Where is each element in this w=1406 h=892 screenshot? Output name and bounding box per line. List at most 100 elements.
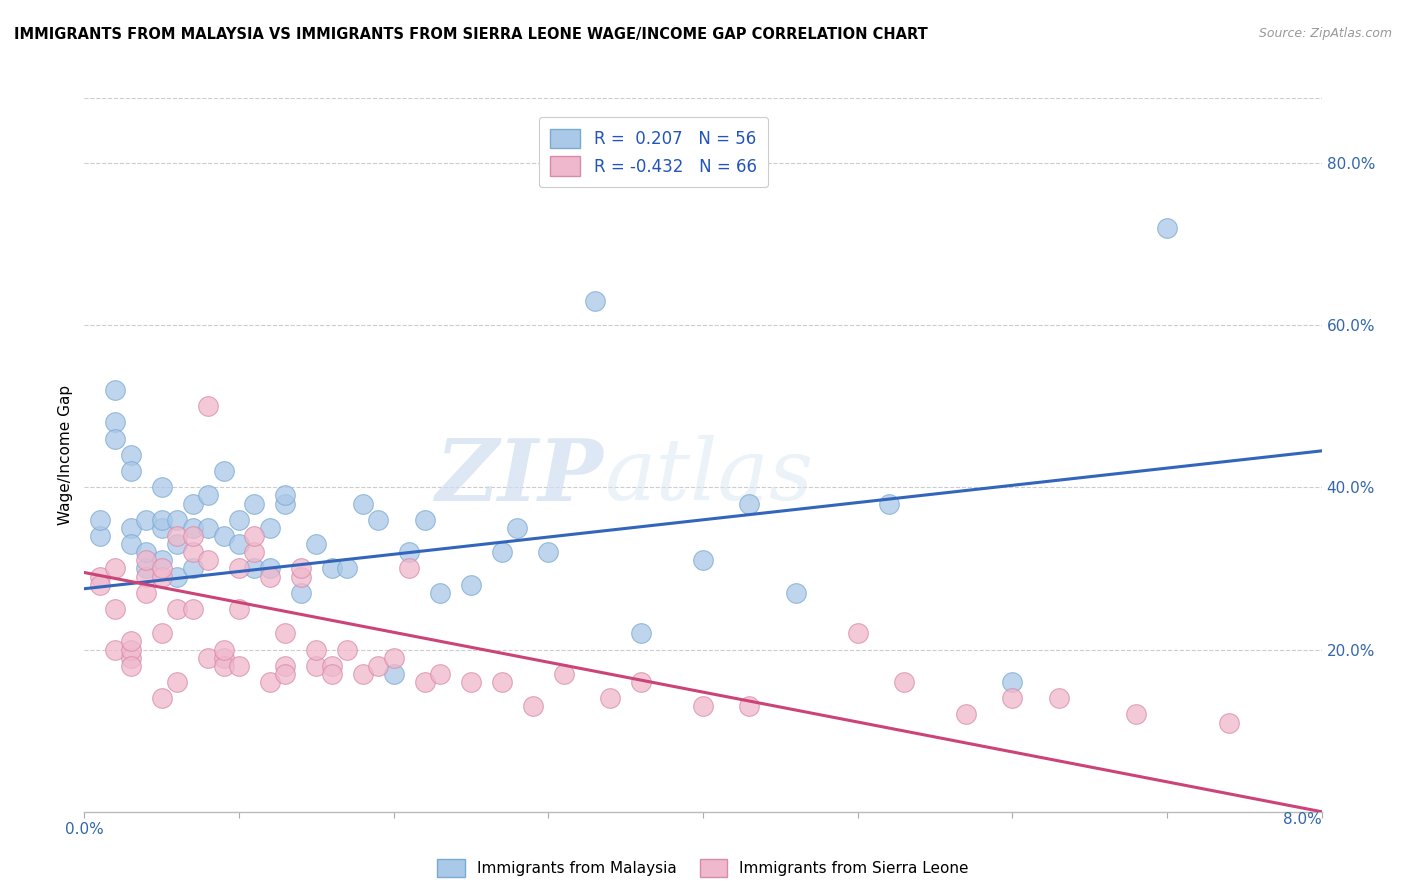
Point	[197, 553, 219, 567]
Point	[630, 626, 652, 640]
Point	[120, 537, 142, 551]
Point	[846, 626, 869, 640]
Point	[166, 602, 188, 616]
Point	[120, 658, 142, 673]
Point	[120, 634, 142, 648]
Point	[243, 545, 266, 559]
Point	[89, 513, 111, 527]
Point	[290, 561, 312, 575]
Point	[212, 642, 235, 657]
Point	[352, 666, 374, 681]
Text: 8.0%: 8.0%	[1282, 812, 1322, 827]
Point	[243, 561, 266, 575]
Point	[89, 569, 111, 583]
Point	[150, 480, 173, 494]
Point	[692, 699, 714, 714]
Point	[429, 666, 451, 681]
Point	[305, 537, 328, 551]
Point	[1218, 715, 1240, 730]
Point	[135, 586, 157, 600]
Point	[150, 626, 173, 640]
Point	[382, 666, 405, 681]
Point	[382, 650, 405, 665]
Point	[738, 497, 761, 511]
Point	[228, 537, 250, 551]
Point	[274, 497, 297, 511]
Point	[150, 569, 173, 583]
Point	[243, 497, 266, 511]
Point	[413, 675, 436, 690]
Point	[120, 521, 142, 535]
Point	[785, 586, 807, 600]
Point	[305, 642, 328, 657]
Point	[1001, 691, 1024, 706]
Point	[692, 553, 714, 567]
Point	[166, 513, 188, 527]
Point	[197, 399, 219, 413]
Point	[212, 658, 235, 673]
Point	[104, 432, 127, 446]
Point	[181, 602, 204, 616]
Point	[259, 521, 281, 535]
Point	[150, 691, 173, 706]
Point	[537, 545, 560, 559]
Point	[181, 497, 204, 511]
Point	[398, 545, 420, 559]
Point	[181, 521, 204, 535]
Point	[398, 561, 420, 575]
Point	[321, 658, 343, 673]
Point	[305, 658, 328, 673]
Point	[955, 707, 977, 722]
Point	[1047, 691, 1070, 706]
Point	[228, 513, 250, 527]
Point	[150, 561, 173, 575]
Y-axis label: Wage/Income Gap: Wage/Income Gap	[58, 384, 73, 525]
Point	[120, 650, 142, 665]
Point	[599, 691, 621, 706]
Point	[321, 561, 343, 575]
Point	[243, 529, 266, 543]
Point	[738, 699, 761, 714]
Point	[352, 497, 374, 511]
Point	[104, 602, 127, 616]
Point	[274, 488, 297, 502]
Point	[89, 577, 111, 591]
Point	[583, 293, 606, 308]
Point	[150, 513, 173, 527]
Point	[259, 561, 281, 575]
Point	[181, 545, 204, 559]
Point	[1156, 220, 1178, 235]
Point	[460, 675, 482, 690]
Point	[367, 513, 389, 527]
Point	[228, 561, 250, 575]
Point	[506, 521, 529, 535]
Legend: Immigrants from Malaysia, Immigrants from Sierra Leone: Immigrants from Malaysia, Immigrants fro…	[427, 850, 979, 886]
Text: ZIP: ZIP	[436, 434, 605, 518]
Point	[181, 529, 204, 543]
Point	[1001, 675, 1024, 690]
Point	[104, 383, 127, 397]
Point	[212, 529, 235, 543]
Point	[135, 545, 157, 559]
Point	[150, 553, 173, 567]
Point	[429, 586, 451, 600]
Point	[150, 521, 173, 535]
Point	[367, 658, 389, 673]
Point	[197, 521, 219, 535]
Point	[460, 577, 482, 591]
Point	[120, 642, 142, 657]
Point	[166, 529, 188, 543]
Point	[104, 416, 127, 430]
Point	[630, 675, 652, 690]
Point	[491, 545, 513, 559]
Point	[274, 666, 297, 681]
Point	[1125, 707, 1147, 722]
Point	[877, 497, 900, 511]
Point	[135, 513, 157, 527]
Point	[336, 561, 359, 575]
Point	[336, 642, 359, 657]
Point	[120, 464, 142, 478]
Point	[259, 569, 281, 583]
Text: atlas: atlas	[605, 435, 813, 517]
Point	[89, 529, 111, 543]
